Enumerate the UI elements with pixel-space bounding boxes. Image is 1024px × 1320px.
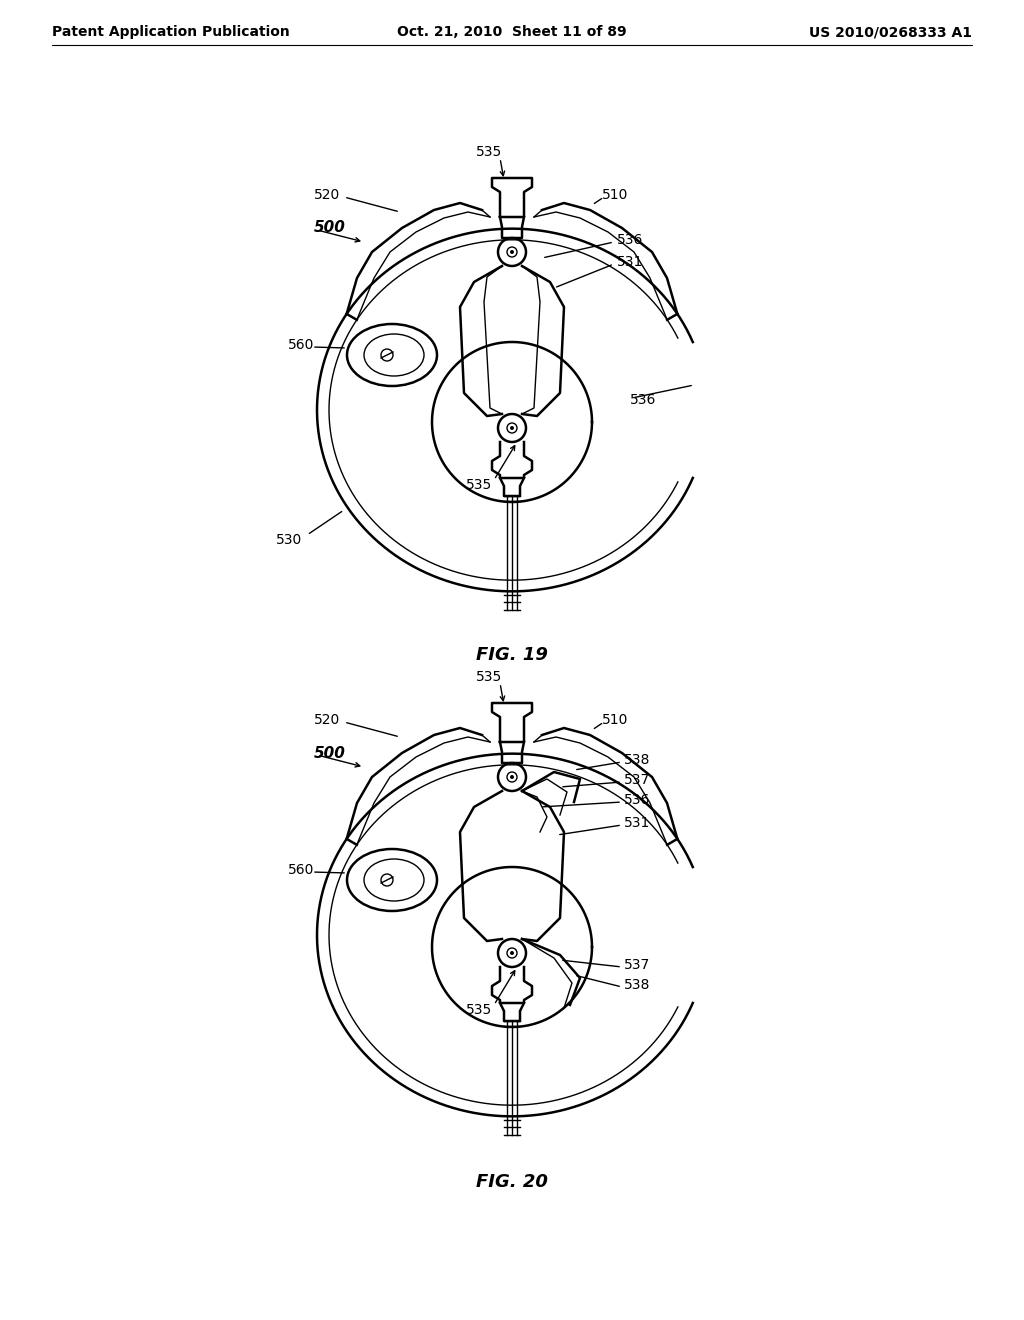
Text: 536: 536 (630, 393, 656, 407)
Text: 500: 500 (314, 220, 346, 235)
Text: 531: 531 (617, 255, 643, 269)
Circle shape (510, 426, 514, 430)
Text: 536: 536 (624, 793, 650, 807)
Text: Oct. 21, 2010  Sheet 11 of 89: Oct. 21, 2010 Sheet 11 of 89 (397, 25, 627, 40)
Text: FIG. 20: FIG. 20 (476, 1173, 548, 1191)
Text: 531: 531 (624, 816, 650, 830)
Circle shape (510, 775, 514, 779)
Text: 520: 520 (313, 187, 340, 202)
Text: Patent Application Publication: Patent Application Publication (52, 25, 290, 40)
Text: 560: 560 (288, 338, 314, 352)
Text: 530: 530 (275, 533, 302, 546)
Circle shape (510, 249, 514, 253)
Text: 535: 535 (466, 478, 492, 492)
Text: 535: 535 (466, 1003, 492, 1016)
Text: 535: 535 (476, 145, 502, 158)
Text: US 2010/0268333 A1: US 2010/0268333 A1 (809, 25, 972, 40)
Text: 535: 535 (476, 671, 502, 684)
Text: FIG. 19: FIG. 19 (476, 645, 548, 664)
Text: 536: 536 (617, 234, 643, 247)
Text: 538: 538 (624, 752, 650, 767)
Circle shape (510, 950, 514, 954)
Text: 538: 538 (624, 978, 650, 993)
Text: 500: 500 (314, 746, 346, 760)
Text: 510: 510 (602, 187, 629, 202)
Text: 537: 537 (624, 958, 650, 972)
Text: 510: 510 (602, 713, 629, 727)
Text: 537: 537 (624, 774, 650, 787)
Text: 520: 520 (313, 713, 340, 727)
Text: 560: 560 (288, 863, 314, 876)
